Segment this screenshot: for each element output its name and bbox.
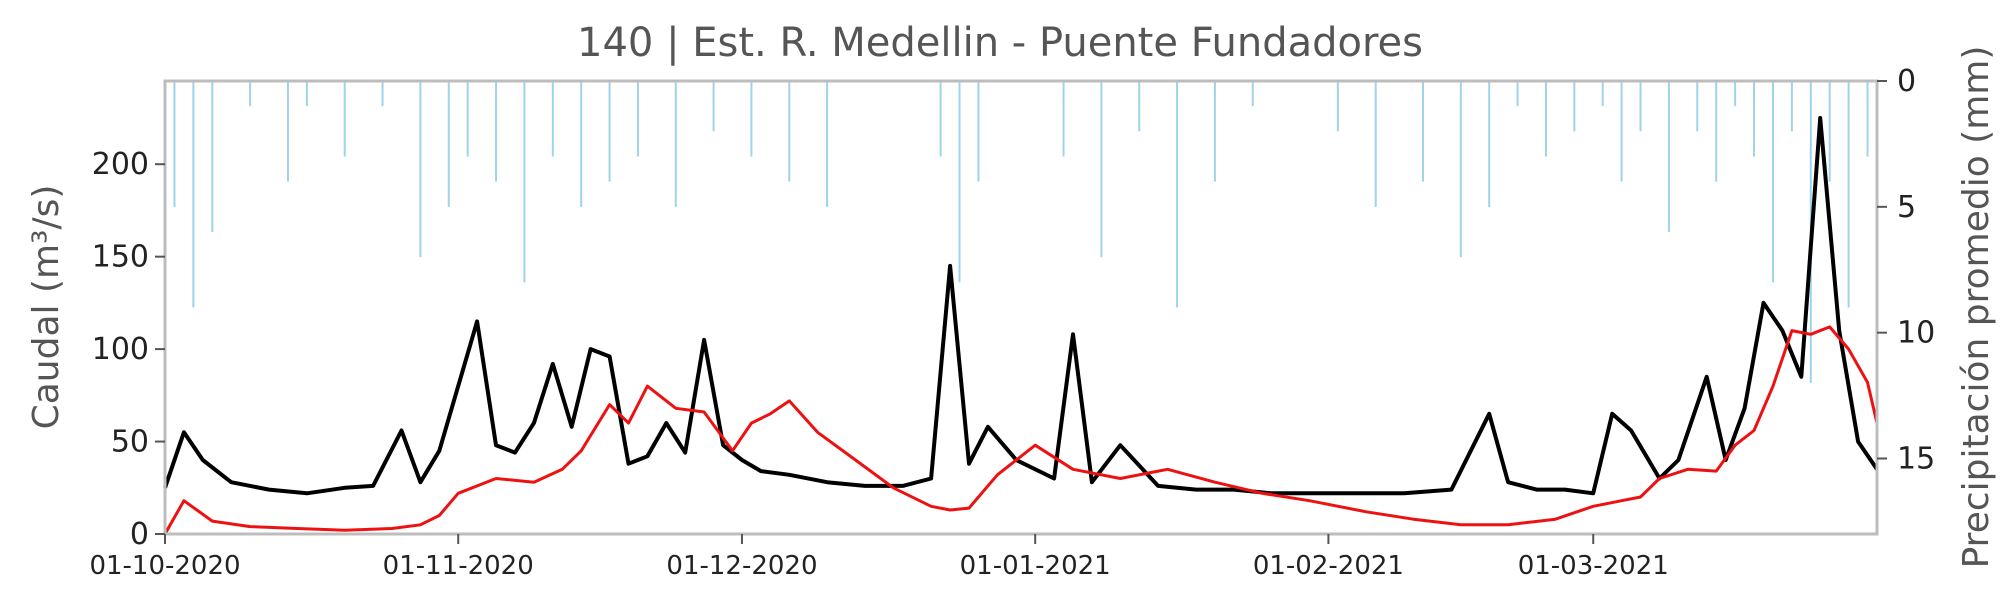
x-tick-label: 01-03-2021 [1518,551,1669,581]
right-tick-label: 15 [1897,442,1935,477]
x-axis-ticks: 01-10-2020 01-11-2020 01-12-2020 01-01-2021… [89,534,1669,581]
plot-frame [163,79,1879,536]
y-axis-label-left: Caudal (m³/s) [26,185,67,430]
chart-title: 140 | Est. R. Medellin - Puente Fundador… [577,20,1423,66]
x-tick-label: 01-01-2021 [960,551,1111,581]
right-tick-label: 0 [1897,64,1916,99]
left-tick-label: 200 [92,147,149,182]
simulated-flow-line [163,325,1879,535]
y-axis-label-right: Precipitación promedio (mm) [1956,46,1997,569]
x-tick-label: 01-12-2020 [666,551,817,581]
x-tick-label: 01-02-2021 [1253,551,1404,581]
right-tick-label: 10 [1897,316,1935,351]
left-tick-label: 150 [92,240,149,275]
left-tick-label: 50 [111,425,149,460]
left-tick-label: 0 [130,517,149,552]
series-lines [163,116,1879,535]
x-tick-label: 01-11-2020 [383,551,534,581]
observed-flow-line [163,116,1879,496]
x-tick-label: 01-10-2020 [89,551,240,581]
right-axis-ticks: 0 5 10 15 [1877,64,1935,477]
left-tick-label: 100 [92,332,149,367]
left-axis-ticks: 0 50 100 150 200 [92,147,165,552]
right-tick-label: 5 [1897,190,1916,225]
precipitation-bars [173,81,1869,383]
